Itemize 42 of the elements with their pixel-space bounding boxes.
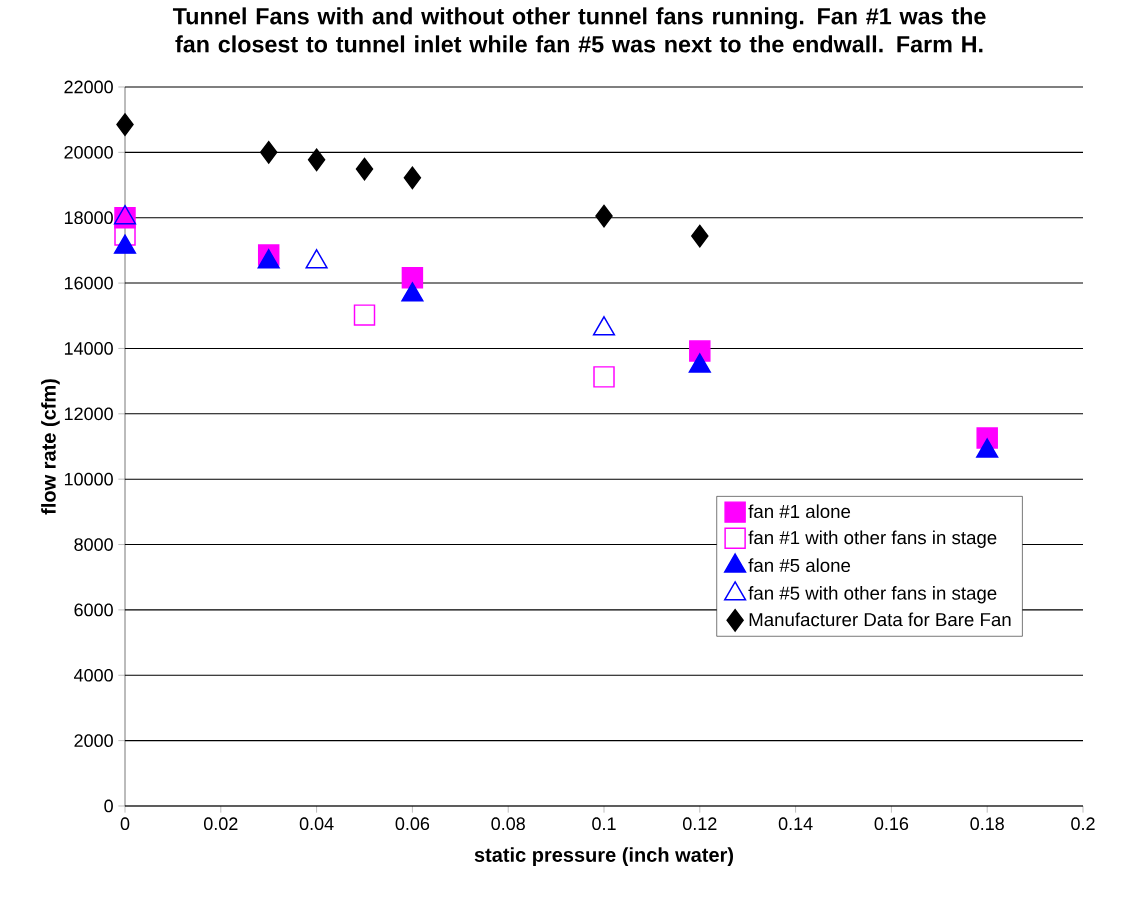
y-tick-label: 18000 [64, 211, 113, 225]
x-tick-label: 0.02 [204, 817, 238, 831]
point [689, 340, 711, 362]
point [353, 304, 376, 326]
chart-title: Tunnel Fans with and without other tunnel fans running. Fan #1 was the fan closest to tunnel inlet while fan #5 was next to the endwall. Farm H. [172, 7, 986, 53]
y-tick-label: 8000 [74, 538, 113, 551]
point [595, 204, 613, 228]
y-tick-label: 4000 [74, 668, 113, 682]
point [116, 113, 134, 136]
x-tick-label: 0.18 [970, 817, 1004, 831]
y-tick-label: 14000 [64, 342, 113, 355]
y-tick-label: 16000 [64, 276, 113, 290]
x-tick-label: 0 [120, 817, 130, 831]
x-tick-label: 0.16 [874, 817, 909, 831]
y-tick-label: 10000 [64, 472, 113, 486]
legend-label: fan #1 alone [748, 504, 851, 519]
y-tick-label: 12000 [64, 407, 113, 421]
x-tick-label: 0.06 [395, 817, 430, 831]
point [307, 148, 326, 172]
point [401, 267, 424, 289]
legend-label: Manufacturer Data for Bare Fan [749, 612, 1011, 627]
y-axis-title: flow rate (cfm) [41, 379, 60, 515]
legend-label: fan #5 alone [748, 558, 851, 573]
point [355, 157, 374, 181]
x-tick-label: 0.1 [592, 817, 616, 831]
x-tick-label: 0.04 [299, 817, 334, 831]
x-axis-title: static pressure (inch water) [474, 847, 734, 866]
y-tick-label: 2000 [74, 734, 113, 747]
y-tick-label: 0 [104, 799, 113, 813]
point [403, 166, 422, 190]
legend-label: fan #5 with other fans in stage [748, 586, 997, 604]
point [259, 140, 278, 164]
x-tick-label: 0.14 [778, 817, 813, 831]
legend-label: fan #1 with other fans in stage [748, 530, 997, 548]
x-tick-label: 0.2 [1071, 817, 1095, 831]
x-tick-label: 0.12 [683, 817, 717, 831]
x-tick-label: 0.08 [491, 817, 525, 831]
point [593, 366, 615, 388]
point [691, 224, 709, 248]
y-tick-label: 22000 [64, 80, 113, 94]
y-tick-label: 6000 [74, 603, 113, 617]
y-tick-label: 20000 [64, 145, 113, 159]
